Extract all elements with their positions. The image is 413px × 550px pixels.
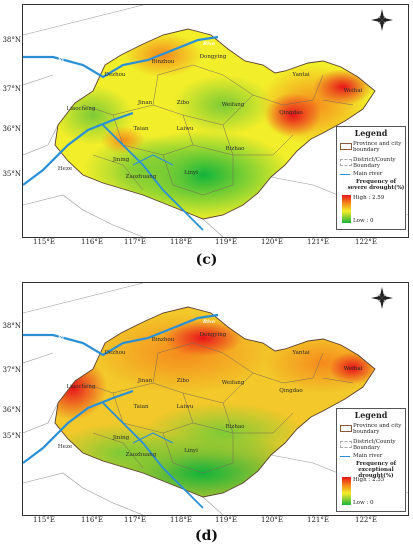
- lat-label-35: 35°N: [2, 432, 21, 440]
- lat-label-37: 37°N: [2, 85, 21, 93]
- city-label: Laiwu: [176, 126, 194, 132]
- lon-label: 122°E: [355, 238, 377, 246]
- legend-c: Legend Province and city boundary Distri…: [336, 126, 406, 230]
- legend-frequency-title: Frequency of severe drought(%): [347, 179, 405, 191]
- lon-label: 116°E: [81, 238, 103, 246]
- lat-label-36: 36°N: [2, 125, 21, 133]
- legend-district-boundary: District/County Boundary: [353, 157, 396, 169]
- legend-title: Legend: [354, 410, 388, 420]
- city-label: Qingdao: [279, 110, 303, 116]
- lon-label: 117°E: [124, 516, 146, 524]
- city-label: Qingdao: [279, 388, 303, 394]
- lon-label: 120°E: [261, 516, 283, 524]
- city-label: Yantai: [292, 350, 310, 356]
- lat-label-38: 38°N: [2, 322, 21, 330]
- legend-title: Legend: [354, 128, 388, 138]
- city-label: Jinan: [137, 378, 153, 384]
- city-label: Dezhou: [104, 72, 126, 78]
- map-panel-d: 38°N 37°N 36°N 35°N: [0, 278, 413, 550]
- legend-low: Low : 0: [353, 218, 374, 224]
- lon-label: 122°E: [355, 516, 377, 524]
- city-label: Zibo: [176, 378, 190, 384]
- lat-label-36: 36°N: [2, 406, 21, 414]
- lon-label: 121°E: [307, 516, 329, 524]
- city-label: Dongying: [199, 54, 227, 60]
- lon-label: 116°E: [81, 516, 103, 524]
- city-label: Zibo: [176, 100, 190, 106]
- district-boundary-swatch: [340, 159, 352, 166]
- map-frame-c: Dezhou Binzhou Dongying Liaocheng Jinan …: [22, 4, 409, 238]
- north-arrow-icon: [371, 287, 393, 309]
- city-label: Linyi: [184, 170, 198, 176]
- city-label: Yantai: [292, 72, 310, 78]
- city-label: Heze: [57, 166, 73, 172]
- legend-high: High : 2.59: [353, 195, 385, 201]
- city-label: Binzhou: [151, 59, 175, 65]
- panel-caption-c: (c): [195, 252, 218, 268]
- city-label: Heze: [57, 444, 73, 450]
- north-arrow-icon: [371, 9, 393, 31]
- river-label: Ri: [58, 335, 65, 341]
- legend-province-boundary: Province and city boundary: [353, 141, 402, 153]
- city-label: Weihai: [343, 366, 363, 372]
- city-label: Jining: [112, 157, 130, 163]
- city-label: Dongying: [199, 332, 227, 338]
- panel-caption-d: (d): [194, 528, 219, 544]
- river-label: Rive: [203, 41, 216, 47]
- city-label: Laiwu: [176, 404, 194, 410]
- legend-main-river: Main river: [353, 171, 383, 177]
- city-label: Weihai: [343, 88, 363, 94]
- lon-label: 120°E: [261, 238, 283, 246]
- river-swatch: [340, 456, 350, 457]
- city-label: Weifang: [221, 380, 245, 386]
- legend-low: Low : 0: [353, 500, 374, 506]
- city-label: Jining: [112, 435, 130, 441]
- lon-label: 118°E: [170, 516, 192, 524]
- lon-label: 117°E: [124, 238, 146, 246]
- city-label: Taian: [133, 404, 149, 410]
- color-ramp: [342, 195, 351, 223]
- river-swatch: [340, 174, 350, 175]
- district-boundary-swatch: [340, 441, 352, 448]
- city-label: Linyi: [184, 448, 198, 454]
- lon-label: 119°E: [215, 516, 237, 524]
- lat-label-35: 35°N: [2, 170, 21, 178]
- city-label: Liaocheng: [66, 106, 96, 112]
- lon-label: 119°E: [215, 238, 237, 246]
- city-label: Jinan: [137, 100, 153, 106]
- city-label: Taian: [133, 126, 149, 132]
- legend-main-river: Main river: [353, 453, 383, 459]
- map-svg-d: [23, 283, 408, 515]
- legend-high: High : 2.55: [353, 477, 385, 483]
- city-label: Rizhao: [225, 424, 245, 430]
- legend-frequency-title: Frequency of exceptional drought(%): [355, 461, 397, 479]
- legend-d: Legend Province and city boundary Distri…: [336, 408, 406, 512]
- province-boundary-swatch: [340, 143, 352, 150]
- city-label: Zaozhuang: [125, 452, 157, 458]
- legend-district-boundary: District/County Boundary: [353, 439, 396, 451]
- map-panel-c: 38°N 37°N 36°N 35°N: [2, 4, 409, 268]
- city-label: Weifang: [221, 102, 245, 108]
- city-label: Liaocheng: [66, 384, 96, 390]
- lat-label-38: 38°N: [2, 36, 21, 44]
- lon-label: 118°E: [170, 238, 192, 246]
- river-label: Ri: [58, 57, 65, 63]
- color-ramp: [342, 477, 351, 505]
- city-label: Binzhou: [151, 337, 175, 343]
- lon-label: 121°E: [307, 238, 329, 246]
- lon-label: 115°E: [33, 516, 55, 524]
- city-label: Dezhou: [104, 350, 126, 356]
- lon-label: 115°E: [33, 238, 55, 246]
- city-label: Zaozhuang: [125, 174, 157, 180]
- river-label: Rive: [203, 319, 216, 325]
- province-boundary-swatch: [340, 425, 352, 432]
- city-label: Rizhao: [225, 146, 245, 152]
- map-svg-c: [23, 5, 408, 237]
- legend-province-boundary: Province and city boundary: [353, 423, 402, 435]
- lat-label-37: 37°N: [2, 366, 21, 374]
